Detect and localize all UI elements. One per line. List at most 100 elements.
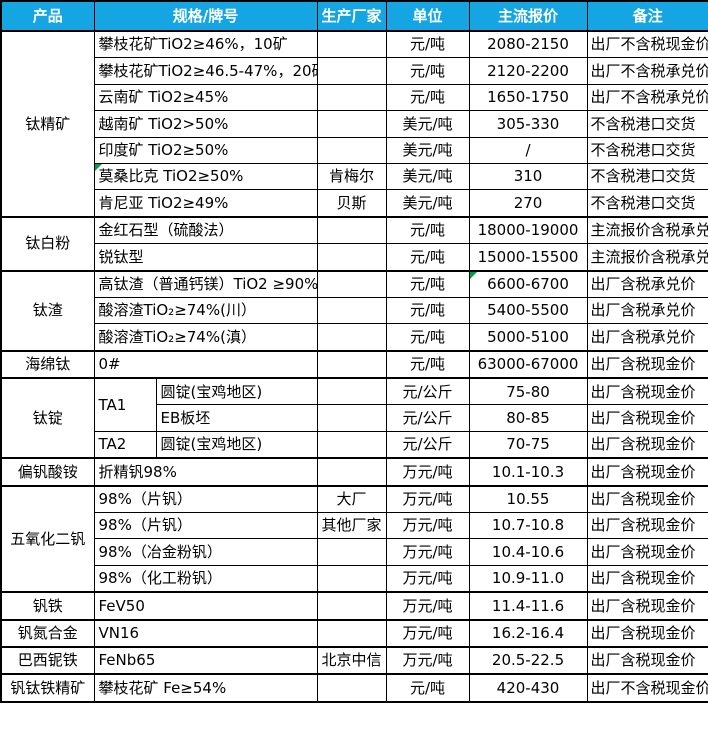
spec-cell: 高钛渣（普通钙镁）TiO2 ≥90% <box>93 269 318 298</box>
price-cell: 305-330 <box>468 110 588 138</box>
unit-cell: 美元/吨 <box>385 162 470 191</box>
spec-text: 莫桑比克 TiO2≥50% <box>98 167 244 186</box>
form-cell: 圆锭(宝鸡地区) <box>155 377 318 406</box>
note-cell: 出厂含税现金价 <box>586 457 708 487</box>
unit-cell: 万元/吨 <box>385 618 470 648</box>
manufacturer-cell <box>316 243 387 272</box>
table-row: 酸溶渣TiO₂≥74%(川） 元/吨 5400-5500 出厂含税承兑价 <box>1 296 708 325</box>
price-cell: 5000-5100 <box>468 323 588 352</box>
spec-cell: 98%（片钒） <box>93 484 318 514</box>
note-cell: 主流报价含税承兑 <box>586 215 708 245</box>
unit-cell: 万元/吨 <box>385 564 470 593</box>
table-row: 偏钒酸铵 折精钒98% 万元/吨 10.1-10.3 出厂含税现金价 <box>0 457 708 487</box>
spec-cell: 折精钒98% <box>93 457 318 487</box>
col-header-spec: 规格/牌号 <box>93 0 318 32</box>
table-row: 巴西铌铁 FeNb65 北京中信 万元/吨 20.5-22.5 出厂含税现金价 <box>0 645 708 675</box>
spec-cell: 越南矿 TiO2>50% <box>93 110 318 138</box>
spec-cell: 锐钛型 <box>93 243 318 272</box>
manufacturer-cell <box>316 296 387 325</box>
product-group-cell: 偏钒酸铵 <box>0 457 95 487</box>
manufacturer-cell <box>316 430 387 459</box>
manufacturer-cell: 北京中信 <box>316 645 387 675</box>
manufacturer-cell <box>316 83 387 112</box>
price-cell: 310 <box>468 162 588 191</box>
note-cell: 出厂含税承兑价 <box>586 323 708 352</box>
grade-cell: TA1 <box>93 377 157 432</box>
price-cell: 18000-19000 <box>468 215 588 245</box>
commodity-price-table: 产品 规格/牌号 生产厂家 单位 主流报价 备注 钛精矿 攀枝花矿TiO2≥46… <box>0 0 708 703</box>
manufacturer-cell: 肯梅尔 <box>316 162 387 191</box>
note-cell: 出厂含税现金价 <box>586 404 708 432</box>
product-group-cell: 钛锭 <box>0 377 95 459</box>
table-row: 钛精矿 攀枝花矿TiO2≥46%，10矿 元/吨 2080-2150 出厂不含税… <box>0 30 708 218</box>
price-cell: 15000-15500 <box>468 243 588 272</box>
product-group-cell: 钒铁 <box>0 591 95 621</box>
unit-cell: 元/公斤 <box>385 377 470 406</box>
note-cell: 出厂含税承兑价 <box>586 269 708 298</box>
table-row: 越南矿 TiO2>50% 美元/吨 305-330 不含税港口交货 <box>1 110 708 138</box>
note-cell: 出厂不含税现金价 <box>586 30 708 59</box>
form-cell: EB板坯 <box>155 404 318 432</box>
product-group-cell: 钛白粉 <box>0 215 95 272</box>
unit-cell: 万元/吨 <box>385 512 470 540</box>
col-header-note: 备注 <box>586 0 708 32</box>
unit-cell: 元/吨 <box>385 243 470 272</box>
unit-cell: 元/吨 <box>385 349 470 379</box>
spec-cell: 0# <box>93 349 318 379</box>
note-cell: 出厂含税现金价 <box>586 645 708 675</box>
manufacturer-cell: 大厂 <box>316 484 387 514</box>
unit-cell: 万元/吨 <box>385 457 470 487</box>
note-cell: 出厂不含税承兑价 <box>586 83 708 112</box>
manufacturer-cell <box>316 349 387 379</box>
table-row: 钛白粉 金红石型（硫酸法） 元/吨 18000-19000 主流报价含税承兑 <box>0 215 708 272</box>
price-cell: 63000-67000 <box>468 349 588 379</box>
comment-marker-icon <box>95 164 102 171</box>
unit-cell: 万元/吨 <box>385 645 470 675</box>
manufacturer-cell: 贝斯 <box>316 189 387 218</box>
product-group-cell: 钛渣 <box>0 269 95 352</box>
col-header-product: 产品 <box>0 0 95 32</box>
product-group-cell: 巴西铌铁 <box>0 645 95 675</box>
table-row: 酸溶渣TiO₂≥74%(滇） 元/吨 5000-5100 出厂含税承兑价 <box>1 323 708 352</box>
unit-cell: 元/吨 <box>385 323 470 352</box>
unit-cell: 美元/吨 <box>385 136 470 164</box>
price-cell: 2120-2200 <box>468 57 588 85</box>
unit-cell: 元/公斤 <box>385 430 470 459</box>
spec-cell: 酸溶渣TiO₂≥74%(川） <box>93 296 318 325</box>
price-cell: 11.4-11.6 <box>468 591 588 621</box>
price-cell: 75-80 <box>468 377 588 406</box>
comment-marker-icon <box>470 272 477 279</box>
table-row: 98%（冶金粉钒） 万元/吨 10.4-10.6 出厂含税现金价 <box>1 538 708 566</box>
manufacturer-cell <box>316 618 387 648</box>
price-cell: 10.55 <box>468 484 588 514</box>
manufacturer-cell <box>316 269 387 298</box>
note-cell: 不含税港口交货 <box>586 110 708 138</box>
note-cell: 出厂含税现金价 <box>586 484 708 514</box>
price-cell: 6600-6700 <box>468 269 588 298</box>
price-cell: 10.9-11.0 <box>468 564 588 593</box>
manufacturer-cell <box>316 377 387 406</box>
product-group-cell: 海绵钛 <box>0 349 95 379</box>
spec-cell: VN16 <box>93 618 318 648</box>
spec-cell: 攀枝花矿TiO2≥46%，10矿 <box>93 30 318 59</box>
unit-cell: 元/吨 <box>385 215 470 245</box>
manufacturer-cell <box>316 57 387 85</box>
note-cell: 不含税港口交货 <box>586 136 708 164</box>
price-cell: 70-75 <box>468 430 588 459</box>
manufacturer-cell <box>316 30 387 59</box>
product-group-cell: 钛精矿 <box>0 30 95 218</box>
table-row: 锐钛型 元/吨 15000-15500 主流报价含税承兑 <box>1 243 708 272</box>
note-cell: 出厂含税现金价 <box>586 377 708 406</box>
price-cell: 10.7-10.8 <box>468 512 588 540</box>
table-row: 云南矿 TiO2≥45% 元/吨 1650-1750 出厂不含税承兑价 <box>1 83 708 112</box>
table-row: TA2 圆锭(宝鸡地区) 元/公斤 70-75 出厂含税现金价 <box>1 430 708 459</box>
table-row: 印度矿 TiO2≥50% 美元/吨 / 不含税港口交货 <box>1 136 708 164</box>
price-cell: 420-430 <box>468 673 588 703</box>
product-group-cell: 钒氮合金 <box>0 618 95 648</box>
table-row: 钛锭 TA1 圆锭(宝鸡地区) 元/公斤 75-80 出厂含税现金价 <box>0 377 708 459</box>
table-row: 五氧化二钒 98%（片钒） 大厂 万元/吨 10.55 出厂含税现金价 <box>0 484 708 593</box>
spec-cell: 云南矿 TiO2≥45% <box>93 83 318 112</box>
price-cell: 270 <box>468 189 588 218</box>
spec-cell: 金红石型（硫酸法） <box>93 215 318 245</box>
note-cell: 出厂不含税现金价 <box>586 673 708 703</box>
